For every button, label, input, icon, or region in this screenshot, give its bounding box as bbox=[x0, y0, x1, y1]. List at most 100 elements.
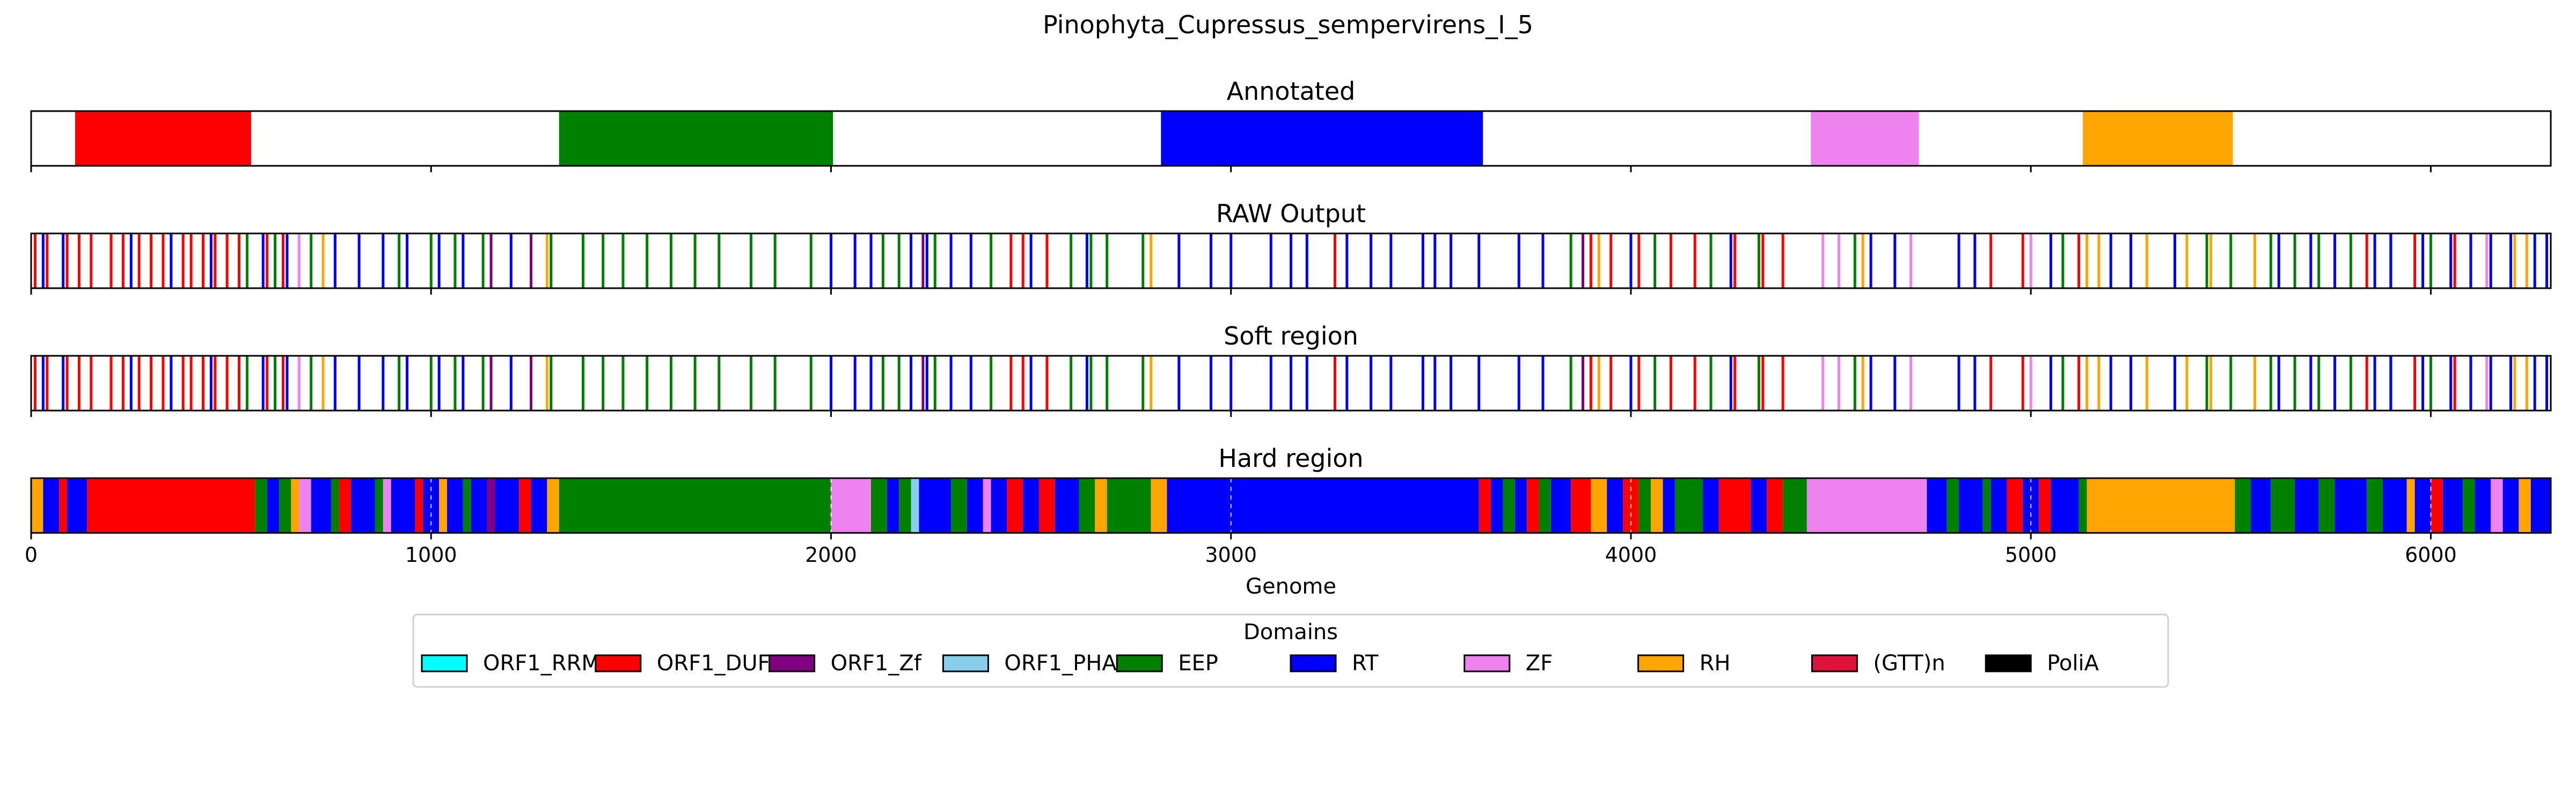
domain-segment bbox=[1751, 478, 1767, 533]
domain-segment bbox=[1479, 478, 1491, 533]
panel-title: RAW Output bbox=[1216, 199, 1366, 228]
legend-entry: (GTT)n bbox=[1811, 651, 1945, 676]
domain-segment bbox=[519, 478, 531, 533]
legend-title: Domains bbox=[1243, 620, 1338, 645]
domain-segment bbox=[331, 478, 339, 533]
domain-segment bbox=[2334, 478, 2367, 533]
domain-segment bbox=[1571, 478, 1591, 533]
panel-title: Soft region bbox=[1224, 321, 1358, 350]
domain-segment bbox=[547, 478, 559, 533]
panel-soft-region: Soft region bbox=[30, 321, 2552, 417]
legend-swatch bbox=[1290, 654, 1337, 672]
domain-segment bbox=[2039, 478, 2051, 533]
domain-segment bbox=[2519, 478, 2531, 533]
domain-segment bbox=[2235, 478, 2251, 533]
figure-title: Pinophyta_Cupressus_sempervirens_I_5 bbox=[1043, 10, 1533, 39]
x-tick-label: 0 bbox=[25, 543, 38, 567]
legend-label: RH bbox=[1700, 651, 1731, 676]
domain-segment bbox=[471, 478, 487, 533]
x-tick-label: 2000 bbox=[805, 543, 857, 567]
domain-segment bbox=[1783, 478, 1807, 533]
legend-swatch bbox=[1637, 654, 1685, 672]
x-axis-label: Genome bbox=[1246, 574, 1336, 599]
domain-segment bbox=[1607, 478, 1623, 533]
legend-frame bbox=[412, 613, 2169, 688]
domain-segment bbox=[1550, 478, 1571, 533]
domain-segment bbox=[1039, 478, 1055, 533]
domain-segment bbox=[2530, 478, 2551, 533]
domain-segment bbox=[1023, 478, 1039, 533]
domain-segment bbox=[391, 478, 415, 533]
panel-annotated: Annotated bbox=[30, 77, 2552, 172]
domain-segment bbox=[887, 478, 899, 533]
domain-segment bbox=[2087, 478, 2235, 533]
domain-segment bbox=[1107, 478, 1151, 533]
legend-entry: ORF1_RRM bbox=[421, 651, 600, 676]
legend-swatch bbox=[595, 654, 642, 672]
domain-segment bbox=[1946, 478, 1959, 533]
panel-frame bbox=[30, 232, 2552, 289]
domain-segment bbox=[831, 478, 871, 533]
domain-segment bbox=[967, 478, 983, 533]
legend-swatch bbox=[1985, 654, 2032, 672]
domain-segment bbox=[1982, 478, 1991, 533]
domain-segment bbox=[1651, 478, 1663, 533]
domain-segment bbox=[2318, 478, 2335, 533]
legend: Domains ORF1_RRM ORF1_DUF ORF1_Zf ORF1_PHA EE… bbox=[412, 613, 2169, 688]
domain-segment bbox=[559, 111, 833, 166]
panel-frame bbox=[30, 110, 2552, 167]
domain-segment bbox=[351, 478, 375, 533]
domain-segment bbox=[299, 478, 311, 533]
legend-label: ORF1_DUF bbox=[657, 651, 770, 676]
domain-segment bbox=[1491, 478, 1503, 533]
domain-segment bbox=[2007, 478, 2023, 533]
domain-segment bbox=[1167, 478, 1479, 533]
domain-segment bbox=[311, 478, 331, 533]
domain-segment bbox=[463, 478, 471, 533]
legend-entry: RT bbox=[1290, 651, 1379, 676]
x-tick-label: 6000 bbox=[2405, 543, 2457, 567]
domain-segment bbox=[1767, 478, 1783, 533]
domain-segment bbox=[31, 478, 43, 533]
domain-segment bbox=[2502, 478, 2519, 533]
domain-segment bbox=[2414, 478, 2431, 533]
x-tick-label: 3000 bbox=[1205, 543, 1257, 567]
domain-segment bbox=[2383, 478, 2407, 533]
domain-segment bbox=[2406, 478, 2415, 533]
domain-segment bbox=[559, 478, 831, 533]
domain-segment bbox=[2295, 478, 2319, 533]
legend-label: RT bbox=[1352, 651, 1379, 676]
panel-hard-region: Hard region bbox=[30, 444, 2552, 539]
domain-segment bbox=[2051, 478, 2079, 533]
domain-segment bbox=[2463, 478, 2475, 533]
domain-segment bbox=[59, 478, 68, 533]
domain-segment bbox=[1514, 478, 1527, 533]
legend-entry: ORF1_Zf bbox=[769, 651, 922, 676]
domain-segment bbox=[339, 478, 352, 533]
legend-entry: ORF1_DUF bbox=[595, 651, 770, 676]
x-tick-label: 5000 bbox=[2005, 543, 2057, 567]
domain-segment bbox=[1990, 478, 2007, 533]
panel-raw-output: RAW Output bbox=[30, 199, 2552, 295]
domain-segment bbox=[87, 478, 255, 533]
domain-segment bbox=[1811, 111, 1919, 166]
legend-label: ORF1_Zf bbox=[831, 651, 922, 676]
domain-segment bbox=[1638, 478, 1651, 533]
domain-segment bbox=[2367, 478, 2383, 533]
legend-swatch bbox=[1463, 654, 1511, 672]
domain-segment bbox=[75, 111, 251, 166]
domain-segment bbox=[1591, 478, 1607, 533]
legend-entry: ZF bbox=[1463, 651, 1553, 676]
domain-segment bbox=[1095, 478, 1107, 533]
domain-segment bbox=[2491, 478, 2503, 533]
domain-segment bbox=[1959, 478, 1983, 533]
domain-segment bbox=[1663, 478, 1675, 533]
legend-swatch bbox=[1811, 654, 1858, 672]
domain-segment bbox=[991, 478, 1007, 533]
domain-segment bbox=[279, 478, 291, 533]
panel-frame bbox=[30, 355, 2552, 412]
domain-segment bbox=[1503, 478, 1515, 533]
legend-label: ORF1_PHA bbox=[1004, 651, 1117, 676]
legend-label: PoliA bbox=[2047, 651, 2099, 676]
